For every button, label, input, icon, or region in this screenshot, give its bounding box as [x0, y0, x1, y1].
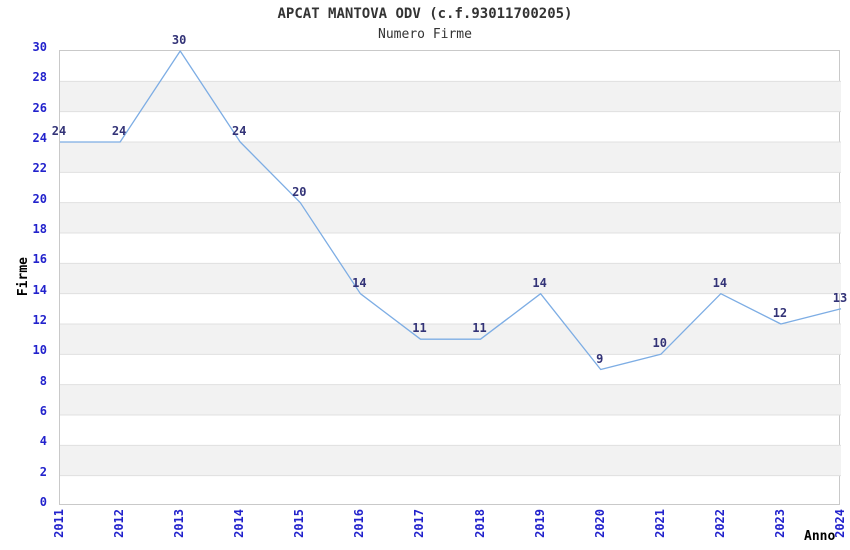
x-tick-label: 2017 — [412, 509, 427, 538]
x-tick-label: 2023 — [772, 509, 787, 538]
x-tick-label: 2015 — [292, 509, 307, 538]
data-point-label: 12 — [772, 306, 788, 320]
data-point-label: 11 — [412, 321, 427, 336]
grid-band — [60, 384, 841, 415]
grid-band — [60, 445, 841, 476]
data-point-label: 24 — [51, 124, 67, 138]
data-point-label: 20 — [292, 184, 307, 199]
chart-subtitle: Numero Firme — [378, 27, 472, 42]
chart-title: APCAT MANTOVA ODV (c.f.93011700205) — [277, 6, 573, 22]
y-tick-label: 12 — [32, 313, 47, 327]
series-line — [60, 50, 842, 371]
y-tick-label: 24 — [32, 131, 47, 145]
data-point-label: 11 — [472, 321, 487, 336]
x-tick-label: 2011 — [52, 509, 66, 538]
y-tick-label: 8 — [39, 373, 47, 388]
y-tick-label: 0 — [39, 495, 47, 509]
y-tick-label: 20 — [32, 191, 47, 206]
x-tick-label: 2016 — [352, 509, 367, 538]
y-tick-label: 10 — [32, 343, 47, 358]
x-tick-label: 2018 — [472, 509, 487, 538]
plot-canvas — [60, 50, 842, 477]
data-point-label: 9 — [596, 351, 604, 366]
plot-area — [59, 50, 842, 505]
data-point-label: 10 — [652, 336, 667, 351]
data-point-label: 14 — [532, 275, 547, 290]
x-axis-label: Anno — [804, 529, 836, 544]
x-tick-label: 2020 — [592, 509, 607, 538]
grid-band — [60, 81, 841, 112]
y-tick-label: 4 — [39, 434, 47, 449]
y-tick-label: 22 — [32, 161, 47, 176]
x-tick-label: 2013 — [172, 509, 187, 538]
data-point-label: 30 — [171, 33, 187, 47]
data-point-label: 24 — [111, 124, 127, 138]
y-tick-label: 14 — [32, 282, 47, 297]
grid-band — [60, 142, 841, 173]
y-tick-label: 6 — [39, 404, 47, 418]
y-tick-label: 26 — [32, 100, 47, 115]
data-point-label: 24 — [231, 124, 247, 138]
x-tick-label: 2021 — [652, 509, 667, 538]
data-point-label: 13 — [832, 290, 848, 305]
y-tick-label: 18 — [32, 222, 47, 236]
grid-band — [60, 263, 841, 294]
data-point-label: 14 — [712, 275, 728, 290]
x-tick-label: 2019 — [532, 509, 547, 538]
y-tick-label: 28 — [32, 70, 47, 85]
grid-band — [60, 202, 841, 233]
y-tick-label: 16 — [32, 252, 47, 267]
x-tick-label: 2022 — [712, 509, 727, 538]
x-tick-label: 2012 — [112, 509, 127, 538]
data-point-label: 14 — [352, 275, 367, 290]
y-tick-label: 30 — [32, 40, 47, 54]
x-tick-label: 2014 — [232, 509, 247, 538]
y-tick-label: 2 — [39, 464, 47, 479]
